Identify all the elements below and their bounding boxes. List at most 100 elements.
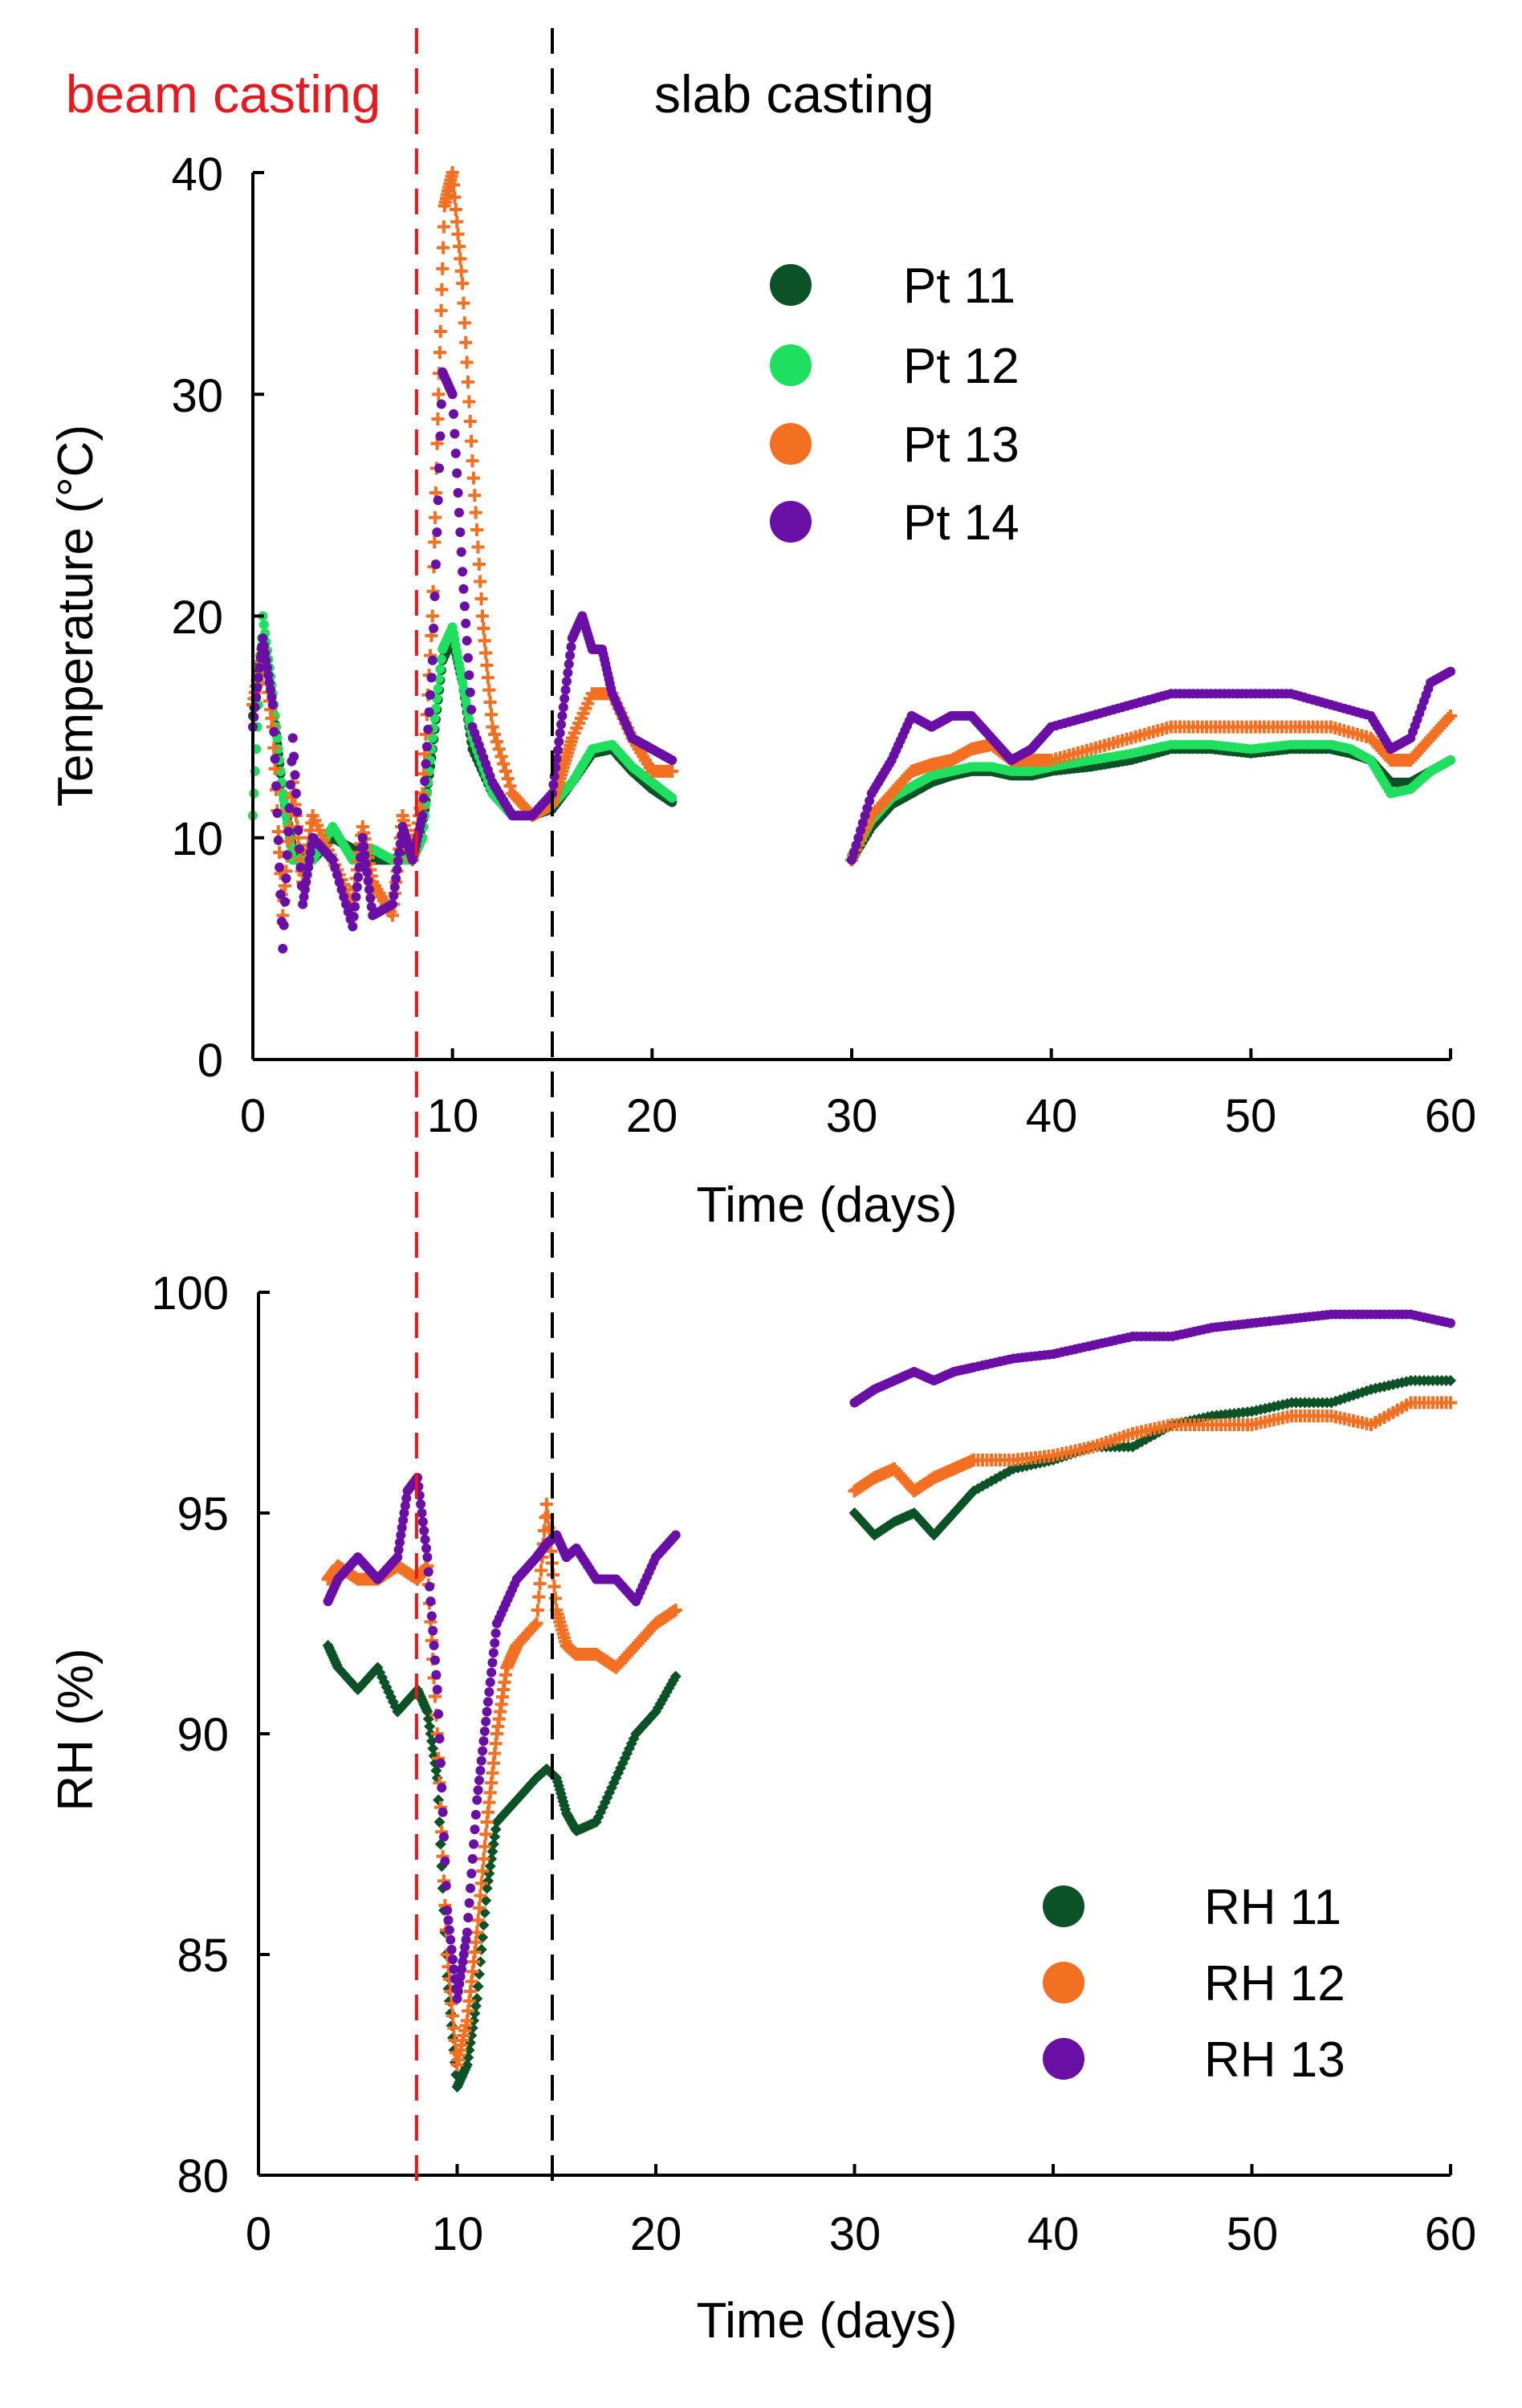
rh-y-axis-title: RH (%)	[48, 1648, 104, 1811]
data-point-rh-11	[486, 1853, 498, 1865]
data-point-pt-14	[459, 601, 470, 612]
data-point-rh-12	[473, 1901, 486, 1914]
data-point-rh-13	[399, 1508, 409, 1518]
data-point-pt-14	[420, 776, 430, 787]
data-point-pt-14	[365, 893, 376, 903]
data-point-rh-13	[441, 1881, 451, 1891]
data-point-pt-14	[363, 876, 373, 886]
data-point-rh-11	[474, 1956, 486, 1968]
data-point-pt-14	[305, 848, 315, 858]
data-point-pt-14	[465, 687, 475, 698]
data-point-pt-14	[551, 754, 562, 764]
data-point-rh-13	[474, 1775, 484, 1786]
data-point-pt-14	[302, 869, 312, 880]
data-point-rh-13	[425, 1597, 436, 1606]
data-point-rh-12	[479, 1828, 493, 1841]
data-point-rh-13	[420, 1535, 430, 1544]
temperature-xtick-label: 40	[1026, 1090, 1078, 1142]
data-point-pt-14	[454, 507, 464, 518]
legend-label-pt14: Pt 14	[903, 495, 1019, 551]
data-point-pt-14	[564, 659, 574, 669]
data-point-pt-14	[1446, 666, 1455, 677]
legend-marker-rh12	[1043, 1962, 1085, 2003]
data-point-pt-14	[432, 527, 442, 538]
temperature-xtick-label: 50	[1225, 1090, 1277, 1142]
data-point-pt-13	[492, 742, 506, 756]
data-point-pt-14	[857, 818, 868, 828]
data-point-rh-12	[445, 1997, 458, 2011]
data-point-rh-12	[447, 2021, 461, 2035]
data-point-pt-14	[264, 677, 275, 688]
temperature-ytick-label: 30	[171, 370, 223, 422]
data-point-pt-13	[437, 241, 450, 254]
data-point-pt-13	[386, 909, 400, 922]
data-point-rh-13	[464, 1898, 474, 1908]
data-point-pt-13	[456, 277, 470, 291]
data-point-rh-13	[419, 1526, 429, 1536]
data-point-rh-12	[474, 1877, 488, 1890]
data-point-pt-14	[295, 844, 305, 854]
data-point-pt-14	[271, 781, 282, 791]
data-point-pt-14	[299, 892, 309, 902]
data-point-pt-14	[292, 807, 303, 817]
data-point-rh-13	[439, 1832, 449, 1842]
data-point-pt-14	[389, 882, 400, 893]
data-point-pt-13	[470, 523, 484, 537]
data-point-pt-14	[272, 808, 283, 819]
data-point-rh-13	[446, 1934, 456, 1945]
data-point-pt-14	[389, 890, 399, 901]
data-point-rh-13	[435, 1758, 446, 1768]
data-point-rh-13	[400, 1500, 410, 1511]
rh-xtick-label: 10	[432, 2208, 484, 2260]
data-point-rh-13	[460, 1942, 470, 1952]
data-point-rh-12	[1444, 1396, 1457, 1409]
data-point-rh-13	[472, 1795, 482, 1805]
data-point-pt-14	[364, 885, 375, 895]
data-point-pt-13	[474, 575, 487, 588]
data-point-pt-14	[270, 754, 280, 764]
rh-ytick-label: 85	[177, 1930, 229, 1982]
data-point-pt-14	[298, 899, 308, 909]
data-point-rh-13	[417, 1517, 428, 1527]
data-point-pt-13	[485, 708, 499, 722]
data-point-pt-14	[427, 655, 437, 665]
temperature-xtick-label: 10	[427, 1090, 479, 1142]
temperature-legend: Pt 11 Pt 12 Pt 13 Pt 14	[770, 258, 1019, 551]
legend-marker-pt13	[770, 423, 812, 465]
data-point-pt-14	[436, 399, 446, 409]
data-point-pt-14	[433, 495, 443, 506]
data-point-pt-13	[469, 506, 482, 519]
data-point-rh-12	[477, 1852, 490, 1865]
data-point-pt-14	[430, 559, 441, 570]
data-point-pt-14	[275, 889, 286, 900]
data-point-rh-13	[466, 1883, 475, 1893]
data-point-pt-13	[428, 535, 442, 549]
data-point-rh-13	[425, 1581, 435, 1592]
data-point-pt-14	[269, 726, 279, 737]
data-point-pt-14	[295, 862, 306, 872]
data-point-rh-11	[472, 1980, 484, 1992]
data-point-pt-14	[351, 892, 361, 902]
data-point-pt-14	[429, 623, 439, 633]
data-point-pt-14	[263, 670, 274, 681]
data-point-pt-14	[392, 864, 402, 875]
data-point-rh-11	[433, 1816, 446, 1828]
legend-marker-pt14	[770, 501, 812, 543]
data-point-rh-13	[458, 1950, 469, 1959]
data-point-pt-13	[462, 375, 475, 388]
data-point-pt-14	[287, 733, 298, 743]
data-point-pt-14	[281, 873, 291, 884]
data-point-pt-14	[360, 858, 371, 868]
data-point-pt-13	[447, 178, 461, 192]
data-point-pt-14	[463, 653, 474, 663]
data-point-pt-14	[353, 872, 364, 882]
data-point-rh-13	[467, 1853, 478, 1864]
data-point-pt-14	[267, 692, 277, 702]
data-point-rh-11	[490, 1824, 502, 1836]
data-point-pt-14	[341, 899, 352, 909]
data-point-pt-14	[560, 694, 570, 704]
data-point-pt-14	[856, 825, 866, 836]
data-point-pt-13	[451, 227, 465, 241]
data-point-pt-14	[425, 689, 436, 700]
rh-y-ticks: 80 85 90 95 100	[151, 1267, 270, 2203]
